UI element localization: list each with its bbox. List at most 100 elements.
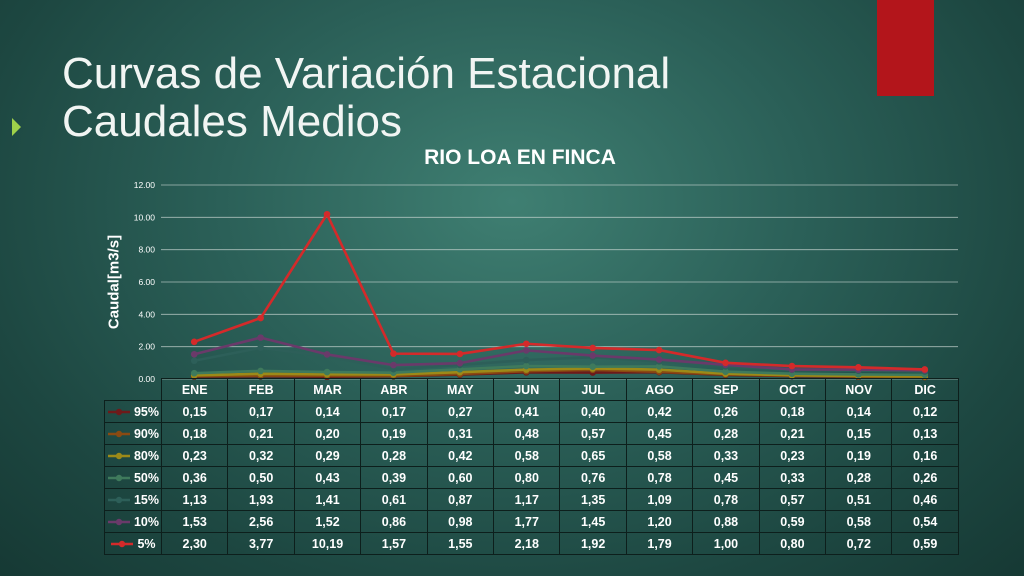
data-label: 1,17 bbox=[493, 488, 561, 511]
data-label: 2,18 bbox=[493, 532, 561, 555]
slide-title-line-2: Caudales Medios bbox=[62, 97, 402, 146]
data-point bbox=[655, 363, 663, 370]
data-label: 0,19 bbox=[360, 422, 428, 445]
data-point bbox=[390, 361, 397, 369]
data-point bbox=[921, 366, 929, 373]
data-point bbox=[722, 368, 729, 376]
data-label: 0,57 bbox=[559, 422, 627, 445]
data-label: 1,77 bbox=[493, 510, 561, 533]
legend-entry: 95% bbox=[104, 400, 162, 423]
data-point bbox=[323, 210, 331, 218]
x-tick-label: MAY bbox=[426, 378, 495, 401]
data-label: 0,14 bbox=[825, 400, 893, 423]
series-line-5pct bbox=[193, 212, 925, 371]
data-label: 0,39 bbox=[360, 466, 428, 489]
data-label: 1,45 bbox=[559, 510, 627, 533]
data-label: 0,17 bbox=[227, 400, 295, 423]
data-label: 0,59 bbox=[891, 532, 959, 555]
data-label: 0,45 bbox=[625, 422, 694, 445]
series-line-50pct bbox=[194, 364, 925, 377]
data-label: 0,46 bbox=[891, 488, 959, 511]
data-point bbox=[855, 364, 862, 371]
data-label: 1,53 bbox=[160, 510, 229, 533]
y-tick-label: 8.00 bbox=[138, 245, 155, 255]
data-label: 0,23 bbox=[160, 444, 229, 467]
legend-entry: 10% bbox=[104, 510, 162, 533]
data-label: 0,17 bbox=[360, 400, 428, 423]
data-point bbox=[522, 340, 530, 348]
data-point bbox=[190, 357, 198, 365]
data-label: 0,48 bbox=[493, 422, 561, 445]
x-tick-label: MAR bbox=[293, 378, 362, 401]
x-tick-label: JUN bbox=[493, 378, 561, 401]
data-label: 0,43 bbox=[293, 466, 362, 489]
data-label: 1,13 bbox=[160, 488, 229, 511]
y-tick-label: 12.00 bbox=[134, 180, 156, 190]
data-label: 0,26 bbox=[891, 466, 959, 489]
x-tick-label: JUL bbox=[559, 378, 627, 401]
data-label: 0,14 bbox=[293, 400, 362, 423]
data-label: 0,32 bbox=[227, 444, 295, 467]
data-label: 1,93 bbox=[227, 488, 295, 511]
data-label: 0,78 bbox=[692, 488, 760, 511]
series-line-10pct bbox=[193, 336, 925, 372]
x-tick-label: NOV bbox=[825, 378, 893, 401]
data-point bbox=[722, 359, 729, 367]
data-point bbox=[655, 356, 663, 363]
legend-label: 90% bbox=[133, 426, 160, 441]
data-label: 0,16 bbox=[891, 444, 959, 467]
data-point bbox=[522, 362, 530, 370]
data-label: 0,61 bbox=[360, 488, 428, 511]
data-label: 0,78 bbox=[625, 466, 694, 489]
chart-title: RIO LOA EN FINCA bbox=[424, 146, 616, 169]
data-label: 1,35 bbox=[559, 488, 627, 511]
legend-label: 50% bbox=[133, 470, 160, 485]
legend-entry: 50% bbox=[104, 466, 162, 489]
data-label: 0,41 bbox=[493, 400, 561, 423]
data-label: 2,30 bbox=[160, 532, 229, 555]
data-label: 3,77 bbox=[227, 532, 295, 555]
x-tick-label: ENE bbox=[160, 378, 229, 401]
data-point bbox=[522, 356, 530, 364]
data-point bbox=[190, 338, 198, 346]
data-point bbox=[788, 362, 796, 370]
data-label: 0,28 bbox=[692, 422, 760, 445]
x-tick-label: AGO bbox=[625, 378, 694, 401]
data-label: 0,98 bbox=[426, 510, 495, 533]
data-label: 0,15 bbox=[825, 422, 893, 445]
data-label: 1,55 bbox=[426, 532, 495, 555]
legend-marker-icon bbox=[107, 409, 130, 416]
legend-label: 80% bbox=[133, 448, 160, 463]
legend-label: 5% bbox=[137, 536, 156, 551]
data-point bbox=[522, 347, 530, 354]
data-label: 0,50 bbox=[227, 466, 295, 489]
data-label: 0,80 bbox=[493, 466, 561, 489]
data-label: 0,23 bbox=[758, 444, 827, 467]
data-label: 0,18 bbox=[160, 422, 229, 445]
table-row: 50% 0,36 0,50 0,43 0,39 0,60 0,80 0,76 0,78 0,45 0… bbox=[104, 466, 959, 489]
data-point bbox=[589, 344, 597, 352]
data-label: 0,57 bbox=[758, 488, 827, 511]
data-label: 1,52 bbox=[293, 510, 362, 533]
table-row: 90% 0,18 0,21 0,20 0,19 0,31 0,48 0,57 0,45 0,28 0… bbox=[104, 422, 959, 445]
data-label: 0,59 bbox=[758, 510, 827, 533]
data-label: 0,18 bbox=[758, 400, 827, 423]
table-row: 95% 0,15 0,17 0,14 0,17 0,27 0,41 0,40 0,42 0,26 0… bbox=[104, 400, 959, 423]
arrow-bullet-icon bbox=[12, 118, 21, 136]
legend-entry: 15% bbox=[104, 488, 162, 511]
y-tick-label: 10.00 bbox=[134, 212, 156, 222]
data-table: ENE FEB MAR ABR MAY JUN JUL AGO SEP OCT NOV DIC 95% 0… bbox=[104, 378, 959, 555]
data-label: 0,54 bbox=[891, 510, 959, 533]
data-label: 0,51 bbox=[825, 488, 893, 511]
legend-marker-icon bbox=[107, 475, 130, 482]
data-label: 1,20 bbox=[625, 510, 694, 533]
data-label: 0,36 bbox=[160, 466, 229, 489]
data-label: 1,41 bbox=[293, 488, 362, 511]
data-label: 0,88 bbox=[692, 510, 760, 533]
data-label: 0,65 bbox=[559, 444, 627, 467]
data-label: 0,80 bbox=[758, 532, 827, 555]
data-point bbox=[456, 350, 464, 358]
slide-title-line-1: Curvas de Variación Estacional bbox=[62, 49, 671, 98]
table-row: 15% 1,13 1,93 1,41 0,61 0,87 1,17 1,35 1,09 0,78 0… bbox=[104, 488, 959, 511]
data-point bbox=[589, 363, 597, 371]
